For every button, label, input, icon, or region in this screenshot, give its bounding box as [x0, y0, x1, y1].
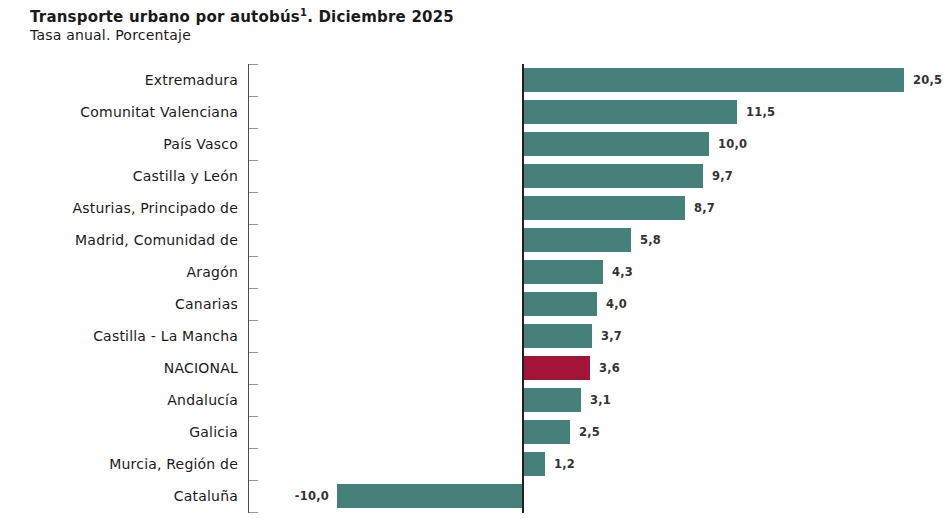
category-axis-tick [249, 96, 258, 97]
bar-7 [523, 260, 603, 284]
category-label-4: Castilla y León [28, 160, 238, 192]
bar-highlight-10 [523, 356, 590, 380]
category-label-11: Andalucía [28, 384, 238, 416]
category-label-14: Cataluña [28, 480, 238, 512]
category-label-6: Madrid, Comunidad de [28, 224, 238, 256]
bar-chart-figure: Transporte urbano por autobús1. Diciembr… [0, 0, 950, 518]
category-label-7: Aragón [28, 256, 238, 288]
bar-2 [523, 100, 737, 124]
value-label-2: 11,5 [746, 96, 775, 128]
chart-title: Transporte urbano por autobús1. Diciembr… [30, 7, 454, 26]
bar-6 [523, 228, 631, 252]
category-label-3: País Vasco [28, 128, 238, 160]
value-label-7: 4,3 [612, 256, 633, 288]
bar-14 [337, 484, 523, 508]
value-label-3: 10,0 [718, 128, 747, 160]
bar-1 [523, 68, 904, 92]
category-axis-tick [249, 448, 258, 449]
bar-3 [523, 132, 709, 156]
value-label-1: 20,5 [913, 64, 942, 96]
category-axis-tick [249, 64, 258, 65]
category-axis-tick [249, 512, 258, 513]
value-label-11: 3,1 [590, 384, 611, 416]
value-label-9: 3,7 [601, 320, 622, 352]
bar-12 [523, 420, 570, 444]
category-label-2: Comunitat Valenciana [28, 96, 238, 128]
category-label-5: Asturias, Principado de [28, 192, 238, 224]
category-axis-tick [249, 480, 258, 481]
category-axis-tick [249, 416, 258, 417]
chart-subtitle: Tasa anual. Porcentaje [30, 27, 191, 43]
value-label-10: 3,6 [599, 352, 620, 384]
category-axis-tick [249, 384, 258, 385]
value-label-8: 4,0 [606, 288, 627, 320]
category-label-9: Castilla - La Mancha [28, 320, 238, 352]
category-label-10: NACIONAL [28, 352, 238, 384]
bar-13 [523, 452, 545, 476]
value-label-4: 9,7 [712, 160, 733, 192]
value-label-6: 5,8 [640, 224, 661, 256]
zero-axis-line [522, 64, 524, 513]
value-label-5: 8,7 [694, 192, 715, 224]
category-label-1: Extremadura [28, 64, 238, 96]
category-axis-tick [249, 352, 258, 353]
bar-11 [523, 388, 581, 412]
chart-title-period: . Diciembre 2025 [307, 8, 454, 26]
category-label-12: Galicia [28, 416, 238, 448]
bar-9 [523, 324, 592, 348]
category-label-13: Murcia, Región de [28, 448, 238, 480]
category-axis-tick [249, 128, 258, 129]
value-label-12: 2,5 [579, 416, 600, 448]
bar-4 [523, 164, 703, 188]
category-axis-tick [249, 224, 258, 225]
value-label-13: 1,2 [554, 448, 575, 480]
category-label-8: Canarias [28, 288, 238, 320]
category-axis-tick [249, 288, 258, 289]
category-axis-tick [249, 256, 258, 257]
category-axis-tick [249, 160, 258, 161]
bar-5 [523, 196, 685, 220]
bar-8 [523, 292, 597, 316]
category-axis-tick [249, 320, 258, 321]
value-label-14: -10,0 [269, 480, 329, 512]
category-axis-tick [249, 192, 258, 193]
chart-title-main: Transporte urbano por autobús [30, 8, 300, 26]
